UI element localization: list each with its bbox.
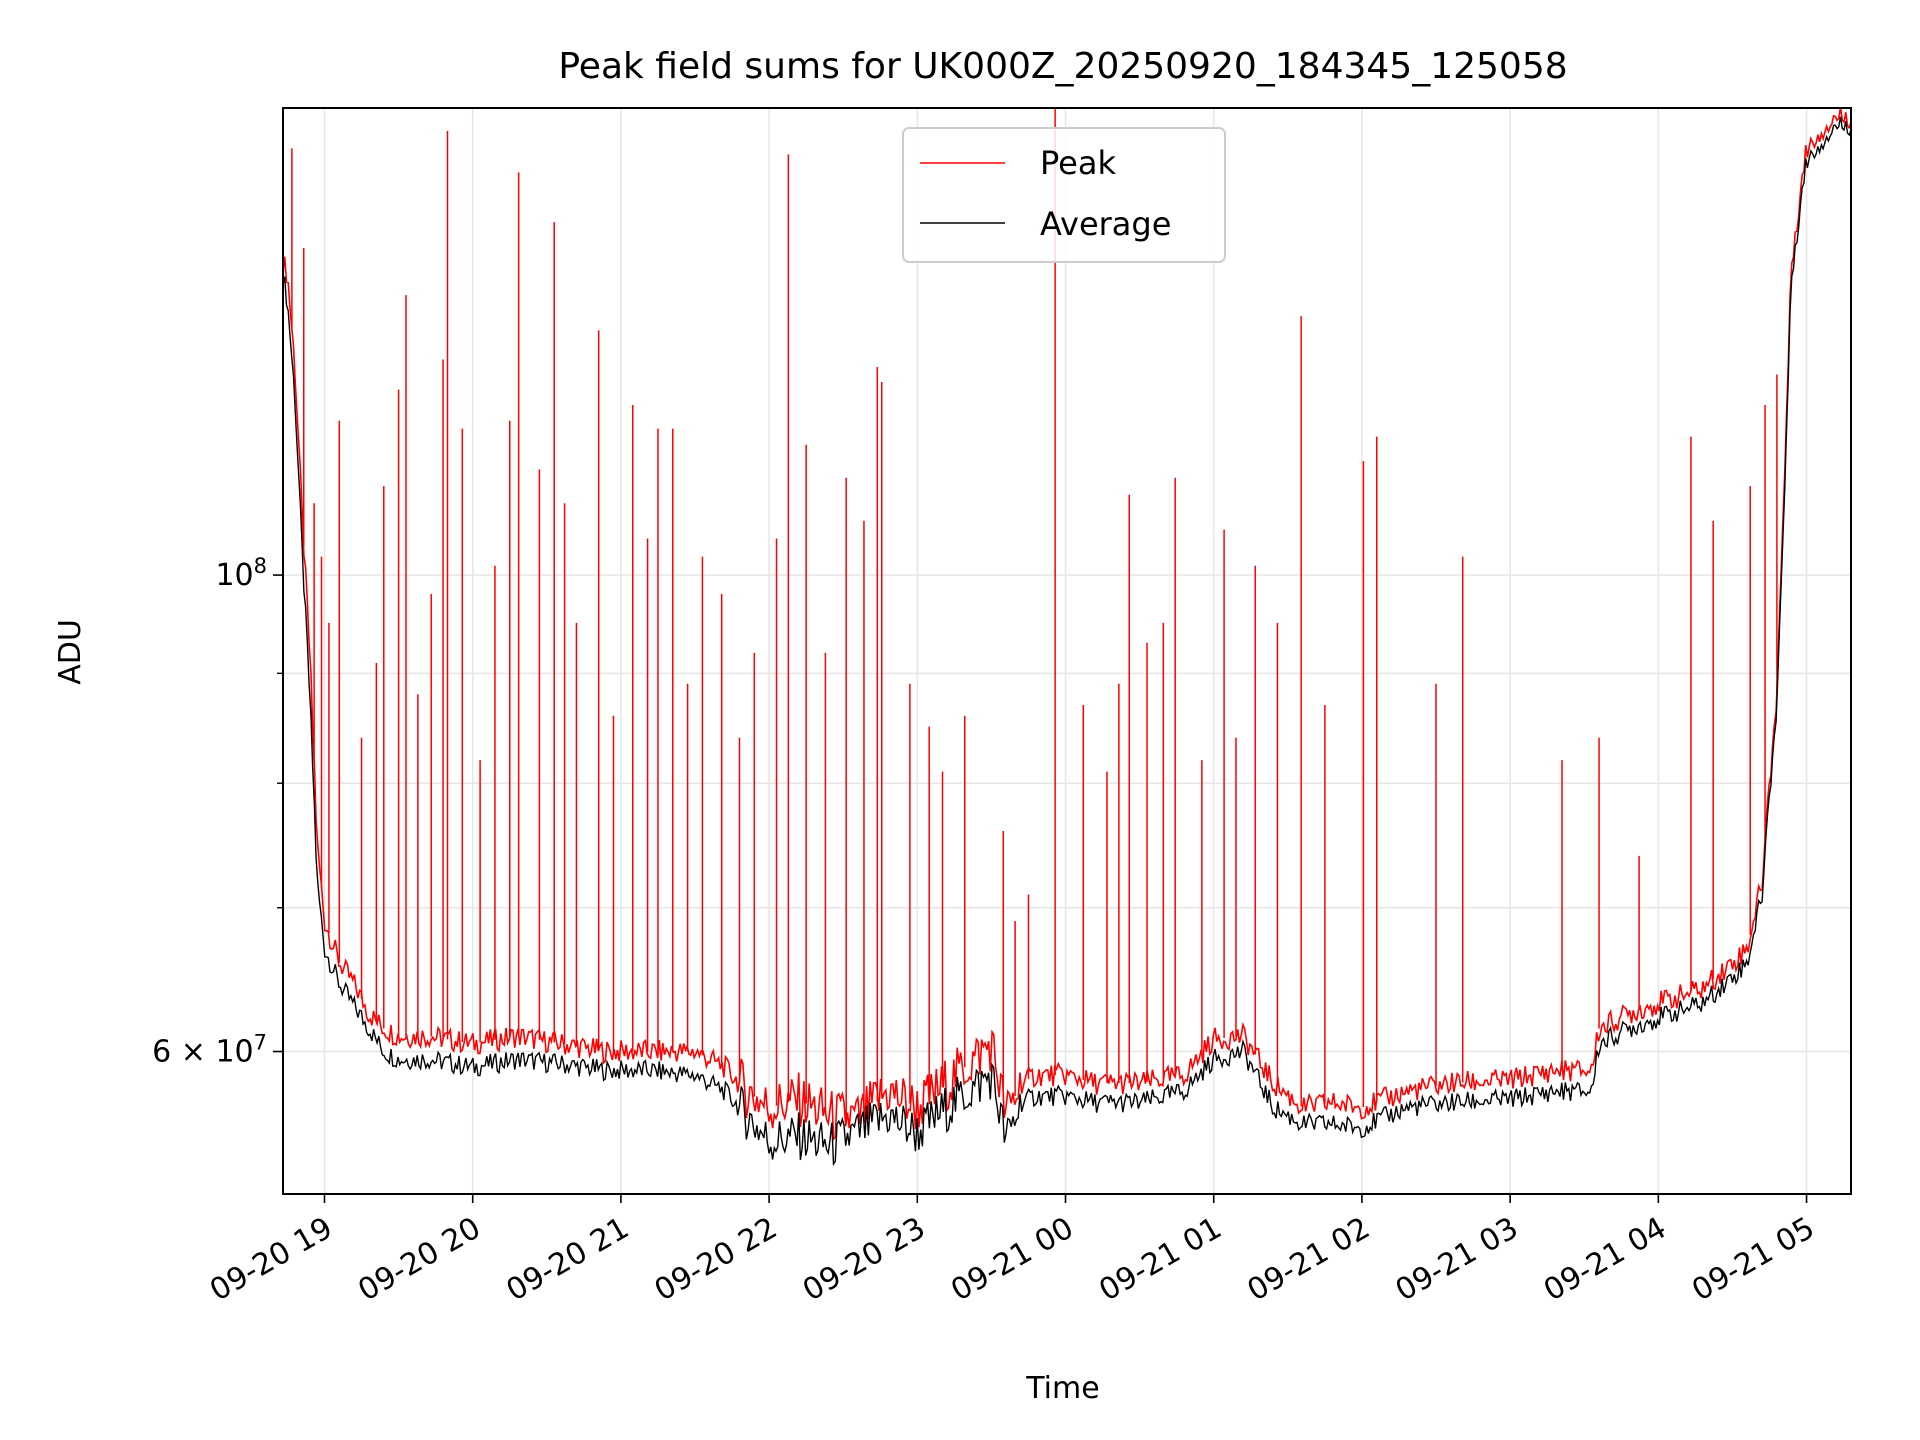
peak-series-line [283,108,1851,1142]
x-tick-label: 09-20 22 [649,1211,783,1309]
y-axis: 108 6 × 107 [152,554,283,1070]
x-axis-label: Time [1025,1371,1099,1406]
chart-title: Peak field sums for UK000Z_20250920_1843… [558,46,1567,87]
x-tick-label: 09-21 05 [1686,1211,1820,1309]
axes-frame [282,107,1852,1195]
x-tick-label: 09-21 01 [1093,1211,1227,1309]
x-axis: 09-20 19 09-20 20 09-20 21 09-20 22 09-20 23… [204,1194,1821,1309]
legend-peak-label: Peak [1040,144,1116,182]
legend: Peak Average [902,127,1226,263]
average-series-line [283,116,1851,1167]
x-tick-label: 09-21 00 [945,1211,1079,1309]
x-tick-label: 09-20 20 [352,1211,486,1309]
y-tick-label: 6 × 107 [152,1031,267,1070]
x-tick-label: 09-20 23 [797,1211,931,1309]
plot-area [283,108,1851,1167]
legend-average-label: Average [1040,205,1171,243]
gridlines [283,108,1851,1194]
y-tick-label: 108 [215,554,267,593]
peak-spikes [291,108,1778,1118]
x-tick-label: 09-21 04 [1538,1211,1672,1309]
x-tick-label: 09-21 02 [1242,1211,1376,1309]
y-axis-label: ADU [53,619,88,685]
x-tick-label: 09-20 21 [501,1211,635,1309]
x-tick-label: 09-21 03 [1390,1211,1524,1309]
legend-box [902,127,1226,263]
x-tick-label: 09-20 19 [204,1211,338,1309]
